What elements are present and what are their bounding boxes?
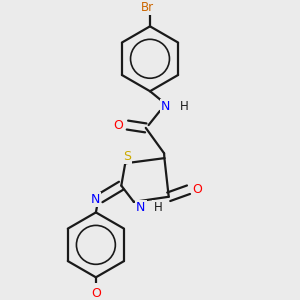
Text: H: H [180,100,189,113]
Text: N: N [136,201,146,214]
Text: N: N [161,100,170,113]
Text: N: N [90,193,100,206]
Text: Br: Br [141,1,154,13]
Text: O: O [113,118,123,132]
Text: H: H [153,201,162,214]
Text: O: O [193,183,202,196]
Text: S: S [123,150,130,163]
Text: O: O [91,287,101,300]
